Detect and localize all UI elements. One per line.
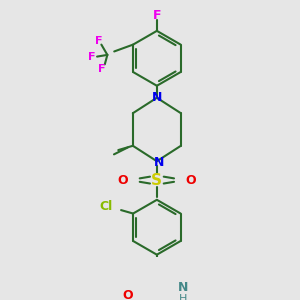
Text: F: F (153, 9, 161, 22)
Text: O: O (186, 174, 196, 187)
Text: H: H (178, 294, 187, 300)
Text: N: N (153, 156, 164, 170)
Text: F: F (88, 52, 96, 61)
Text: Cl: Cl (99, 200, 112, 213)
Text: F: F (98, 64, 106, 74)
Text: N: N (152, 91, 162, 104)
Text: S: S (152, 172, 162, 188)
Text: N: N (177, 281, 188, 294)
Text: F: F (95, 36, 103, 46)
Text: O: O (117, 174, 128, 187)
Text: O: O (122, 290, 133, 300)
